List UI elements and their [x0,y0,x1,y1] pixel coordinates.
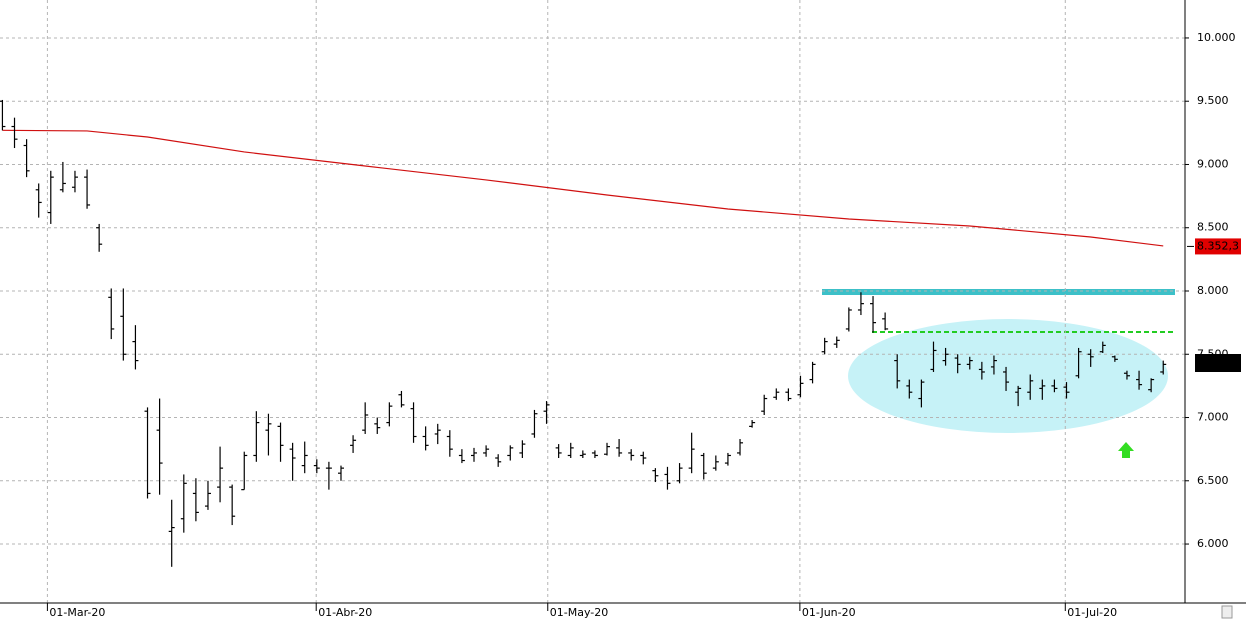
y-tick-label: 6.500 [1197,474,1229,487]
y-tick-label: 8.000 [1197,284,1229,297]
highlight-ellipse [848,319,1168,433]
last-price-box [1195,238,1241,255]
y-tick-label: 6.000 [1197,537,1229,550]
moving-average [2,129,1164,247]
up-arrow [1118,442,1134,458]
x-tick-label: 01-May-20 [550,606,608,619]
y-tick-label: 10.000 [1197,31,1236,44]
y-tick-label: 7.500 [1197,347,1229,360]
x-tick-label: 01-Jun-20 [802,606,856,619]
resistance-band [822,289,1175,295]
x-tick-label: 01-Mar-20 [49,606,105,619]
y-tick-label: 7.000 [1197,411,1229,424]
last-price-label: 8.352,3 [1197,239,1239,252]
icon[interactable] [1221,605,1233,619]
x-tick-label: 01-Jul-20 [1067,606,1117,619]
price-box [1195,354,1241,372]
x-tick-label: 01-Abr-20 [318,606,372,619]
plot [0,0,1185,603]
y-tick-label: 9.000 [1197,157,1229,170]
y-tick-label: 9.500 [1197,94,1229,107]
y-tick-label: 8.500 [1197,221,1229,234]
